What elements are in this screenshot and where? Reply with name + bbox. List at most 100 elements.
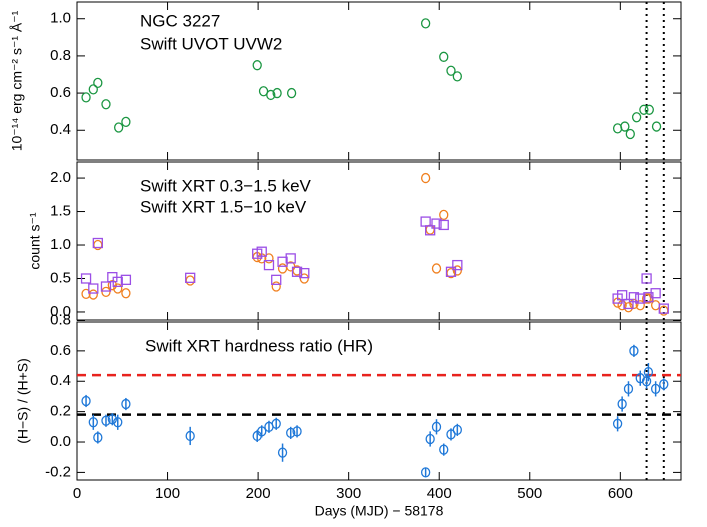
legend-entry: Swift UVOT UVW2: [140, 34, 282, 53]
y-tick-label: 1.5: [50, 203, 71, 220]
data-point: [425, 433, 435, 445]
data-point: [81, 395, 91, 407]
y-tick-label: 0.4: [50, 121, 71, 138]
data-point: [120, 274, 132, 285]
data-point: [431, 421, 442, 432]
data-point: [121, 288, 131, 299]
data-point: [629, 298, 639, 310]
data-point: [101, 286, 111, 298]
data-point: [639, 104, 649, 115]
data-point: [256, 246, 267, 257]
data-point: [121, 116, 131, 128]
data-point: [651, 121, 662, 132]
x-tick-label: 300: [336, 485, 361, 502]
data-point: [299, 267, 310, 279]
data-point: [616, 290, 628, 301]
data-point: [452, 265, 462, 276]
data-point: [438, 219, 449, 231]
y-tick-label: 0.4: [50, 372, 71, 389]
data-point: [291, 266, 303, 277]
data-point: [650, 288, 661, 299]
data-point: [88, 289, 98, 300]
x-tick-label: 600: [608, 485, 633, 502]
data-point: [439, 51, 449, 62]
data-point: [100, 281, 112, 292]
data-point: [628, 292, 640, 303]
legend-entry: Swift XRT hardness ratio (HR): [145, 336, 373, 355]
data-point: [286, 87, 297, 99]
data-point: [625, 128, 635, 140]
data-point: [286, 427, 296, 439]
plot-frame: [76, 321, 682, 481]
data-point: [445, 266, 457, 277]
data-point: [272, 87, 282, 99]
y-axis-label: (H−S) / (H+S): [15, 358, 31, 444]
data-point: [431, 218, 442, 229]
data-point: [88, 417, 98, 428]
data-point: [113, 417, 123, 428]
y-tick-label: 0.8: [50, 47, 71, 64]
data-point: [266, 89, 276, 101]
data-point: [263, 259, 275, 271]
x-tick-label: 200: [246, 485, 271, 502]
x-tick-label: 400: [427, 485, 452, 502]
y-tick-label: 0.5: [50, 269, 71, 286]
data-point: [107, 280, 117, 291]
y-axis-label: 10⁻¹⁴ erg cm⁻² s⁻¹ Å⁻¹: [9, 10, 25, 151]
data-point: [271, 418, 281, 429]
data-point: [257, 426, 267, 437]
data-point: [617, 398, 627, 410]
data-point: [185, 275, 195, 286]
y-tick-label: 1.0: [50, 10, 71, 27]
data-point: [185, 430, 195, 442]
data-point: [258, 86, 269, 97]
data-point: [93, 432, 103, 443]
data-point: [659, 379, 669, 390]
y-tick-label: 1.0: [50, 236, 71, 253]
y-tick-label: 0.8: [50, 311, 71, 328]
x-tick-label: 100: [155, 485, 180, 502]
data-point: [112, 276, 123, 287]
data-point: [277, 256, 288, 267]
data-point: [431, 263, 442, 274]
data-point: [271, 281, 281, 292]
data-point: [299, 273, 309, 284]
data-point: [113, 283, 123, 294]
x-axis-label: Days (MJD) − 58178: [315, 503, 444, 519]
data-point: [420, 18, 431, 29]
data-point: [446, 65, 456, 76]
y-tick-label: -0.2: [45, 463, 71, 480]
data-point: [292, 426, 302, 437]
data-point: [658, 303, 669, 314]
data-point: [420, 467, 431, 478]
y-tick-label: 0.0: [50, 303, 71, 320]
data-point: [107, 414, 117, 425]
x-tick-label: 0: [73, 485, 81, 502]
data-point: [264, 253, 274, 264]
data-point: [420, 172, 431, 184]
y-tick-label: 2.0: [50, 169, 71, 186]
data-point: [277, 263, 288, 274]
data-point: [93, 77, 103, 89]
data-point: [635, 293, 646, 304]
plot-frame: [76, 161, 682, 321]
data-point: [277, 447, 288, 458]
data-point: [80, 273, 92, 284]
y-tick-label: 0.6: [50, 342, 71, 359]
data-point: [81, 92, 91, 103]
data-point: [425, 225, 436, 236]
data-point: [446, 429, 456, 440]
annotation: NGC 3227: [140, 11, 220, 30]
legend-entry: Swift XRT 1.5−10 keV: [140, 197, 307, 216]
data-point: [620, 121, 630, 132]
data-point: [101, 99, 111, 110]
data-point: [285, 253, 296, 264]
data-point: [644, 104, 654, 115]
data-point: [81, 288, 91, 300]
data-point: [452, 424, 462, 436]
y-axis-label: count s⁻¹: [27, 212, 43, 270]
data-point: [452, 259, 463, 271]
x-tick-label: 500: [517, 485, 542, 502]
data-point: [101, 415, 111, 426]
data-point: [452, 71, 462, 82]
